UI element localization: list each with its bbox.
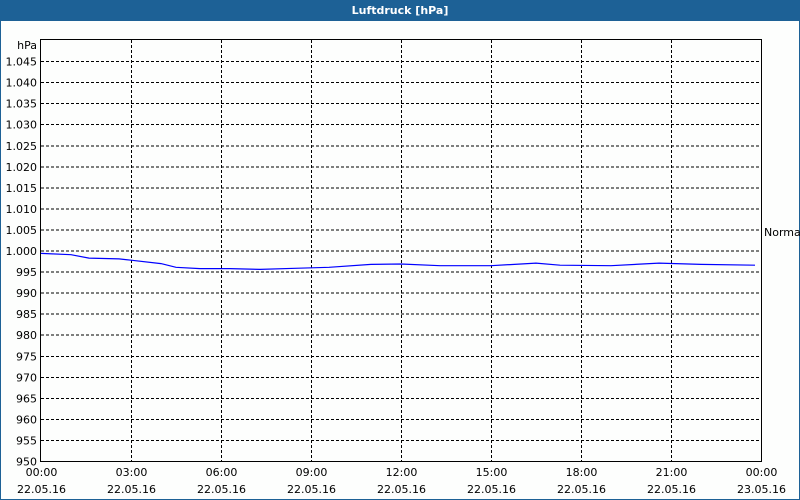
y-axis-label: hPa bbox=[17, 39, 37, 52]
y-tick-label: 1.045 bbox=[6, 56, 38, 69]
series-line-normal bbox=[40, 252, 756, 271]
x-tick-date: 22.05.16 bbox=[107, 483, 156, 496]
y-tick-label: 965 bbox=[16, 392, 37, 405]
y-tick-label: 970 bbox=[16, 371, 37, 384]
x-tick-date: 22.05.16 bbox=[377, 483, 426, 496]
plot-frame bbox=[40, 39, 762, 462]
y-tick-label: 1.025 bbox=[6, 140, 38, 153]
x-tick-date: 22.05.16 bbox=[197, 483, 246, 496]
x-tick-time: 00:00 bbox=[746, 466, 778, 479]
y-tick-label: 1.015 bbox=[6, 182, 38, 195]
x-tick-time: 06:00 bbox=[206, 466, 238, 479]
x-tick-date: 22.05.16 bbox=[287, 483, 336, 496]
x-tick-time: 15:00 bbox=[476, 466, 508, 479]
y-tick-label: 1.010 bbox=[6, 203, 38, 216]
y-tick-label: 980 bbox=[16, 329, 37, 342]
y-tick-label: 950 bbox=[16, 456, 37, 469]
y-tick-label: 975 bbox=[16, 350, 37, 363]
y-tick-label: 1.005 bbox=[6, 224, 38, 237]
x-tick-date: 23.05.16 bbox=[737, 483, 786, 496]
x-tick-time: 18:00 bbox=[566, 466, 598, 479]
x-tick-time: 00:00 bbox=[26, 466, 58, 479]
y-tick-label: 1.020 bbox=[6, 161, 38, 174]
x-tick-date: 22.05.16 bbox=[467, 483, 516, 496]
legend-entry: Normal bbox=[764, 226, 800, 239]
x-tick-date: 22.05.16 bbox=[17, 483, 66, 496]
x-tick-time: 12:00 bbox=[386, 466, 418, 479]
y-tick-label: 1.000 bbox=[6, 245, 38, 258]
x-tick-date: 22.05.16 bbox=[647, 483, 696, 496]
y-tick-label: 995 bbox=[16, 266, 37, 279]
y-tick-label: 985 bbox=[16, 308, 37, 321]
x-tick-date: 22.05.16 bbox=[557, 483, 606, 496]
y-tick-label: 990 bbox=[16, 287, 37, 300]
x-tick-time: 09:00 bbox=[296, 466, 328, 479]
y-tick-label: 1.035 bbox=[6, 98, 38, 111]
y-tick-label: 1.040 bbox=[6, 77, 38, 90]
window-title: Luftdruck [hPa] bbox=[351, 4, 449, 17]
x-tick-time: 03:00 bbox=[116, 466, 148, 479]
x-tick-time: 21:00 bbox=[656, 466, 688, 479]
y-tick-label: 960 bbox=[16, 413, 37, 426]
y-tick-label: 955 bbox=[16, 434, 37, 447]
y-tick-label: 1.030 bbox=[6, 119, 38, 132]
